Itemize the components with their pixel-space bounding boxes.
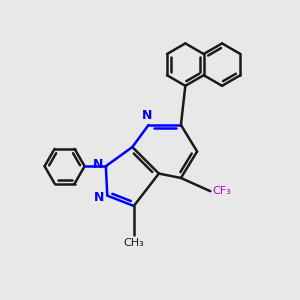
Text: N: N (92, 158, 103, 171)
Text: CF₃: CF₃ (213, 186, 232, 196)
Text: N: N (142, 109, 152, 122)
Text: N: N (94, 190, 104, 204)
Text: CH₃: CH₃ (123, 238, 144, 248)
